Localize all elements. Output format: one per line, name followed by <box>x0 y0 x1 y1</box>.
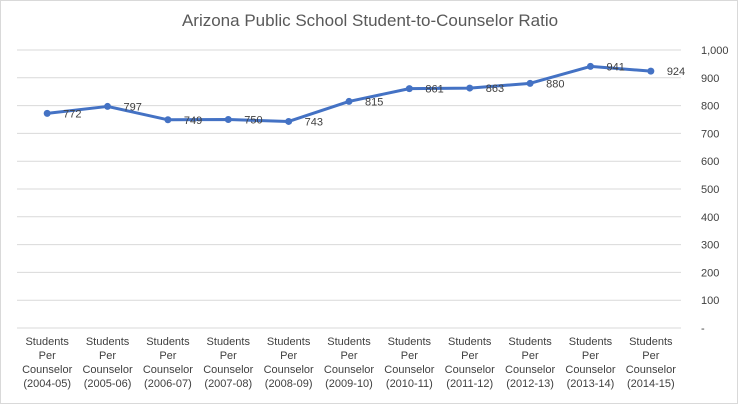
data-label: 924 <box>667 66 685 78</box>
x-tick-label: Students Per Counselor (2009-10) <box>324 336 374 390</box>
x-tick-label: Students Per Counselor (2005-06) <box>82 336 132 390</box>
y-tick-label: 100 <box>701 295 719 307</box>
data-point <box>647 67 655 75</box>
data-point <box>104 102 112 110</box>
data-point <box>43 109 51 117</box>
x-tick-label: Students Per Counselor (2007-08) <box>203 336 253 390</box>
x-tick-label: Students Per Counselor (2012-13) <box>505 336 555 390</box>
data-label: 750 <box>244 115 262 127</box>
chart-title: Arizona Public School Student-to-Counsel… <box>181 11 559 30</box>
y-tick-label: 400 <box>701 212 719 224</box>
y-tick-label: 300 <box>701 240 719 252</box>
y-tick-label: - <box>701 323 705 335</box>
data-point <box>224 116 232 123</box>
data-point <box>466 84 474 92</box>
x-tick-label: Students Per Counselor (2006-07) <box>143 336 193 390</box>
y-tick-label: 800 <box>701 101 719 113</box>
data-point <box>164 116 172 124</box>
x-tick-label: Students Per Counselor (2010-11) <box>384 336 434 390</box>
data-label: 772 <box>63 108 81 120</box>
y-tick-label: 200 <box>701 267 719 279</box>
data-point <box>345 97 353 105</box>
y-tick-label: 500 <box>701 184 719 196</box>
data-label: 743 <box>305 116 323 128</box>
x-tick-label: Students Per Counselor (2013-14) <box>565 336 615 390</box>
y-tick-label: 700 <box>701 128 719 140</box>
data-point <box>526 79 534 87</box>
x-tick-label: Students Per Counselor (2014-15) <box>626 336 676 390</box>
data-label: 749 <box>184 115 202 127</box>
data-label: 941 <box>606 61 624 73</box>
data-point <box>586 62 594 70</box>
data-label: 863 <box>486 83 504 95</box>
data-label: 861 <box>425 84 443 96</box>
x-tick-label: Students Per Counselor (2011-12) <box>445 336 495 390</box>
x-tick-label: Students Per Counselor (2004-05) <box>22 336 72 390</box>
y-tick-label: 1,000 <box>701 45 729 57</box>
data-point <box>285 117 293 125</box>
x-tick-label: Students Per Counselor (2008-09) <box>264 336 314 390</box>
y-tick-label: 600 <box>701 156 719 168</box>
y-tick-label: 900 <box>701 73 719 85</box>
data-label: 880 <box>546 78 564 90</box>
data-point <box>405 85 413 93</box>
data-label: 797 <box>124 101 142 113</box>
data-label: 815 <box>365 96 383 108</box>
